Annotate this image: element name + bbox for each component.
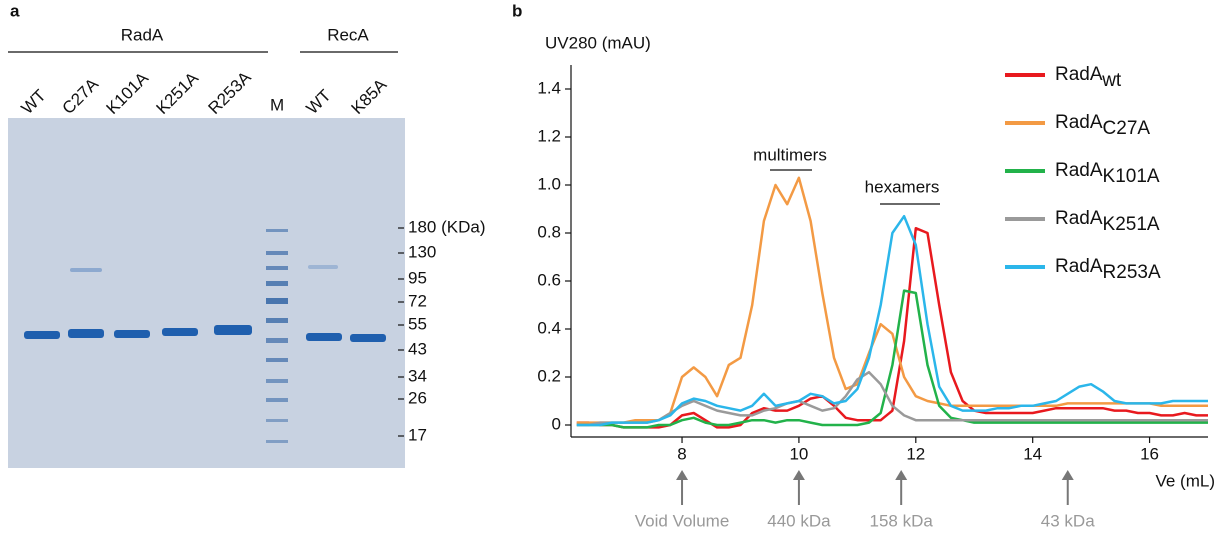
- x-tick-label: 12: [906, 444, 925, 463]
- marker-arrowhead: [676, 470, 688, 480]
- ladder-band: [266, 379, 288, 383]
- annotation: multimers: [753, 145, 827, 164]
- page: a RadA RecA WT C27A K101A K251A R253A M …: [0, 0, 1229, 537]
- marker-label: 440 kDa: [767, 511, 831, 530]
- lane-label: R253A: [205, 67, 256, 118]
- marker-label: 43: [408, 339, 427, 358]
- series-line: [577, 228, 1208, 427]
- lane-label: C27A: [59, 74, 103, 118]
- legend-label: RadAK101A: [1055, 160, 1160, 187]
- legend-subscript: K251A: [1103, 214, 1160, 235]
- marker-label: 55: [408, 314, 427, 333]
- lane-label: M: [270, 95, 284, 114]
- legend-subscript: K101A: [1103, 166, 1160, 187]
- y-tick-label: 0: [552, 414, 561, 433]
- panel-label: b: [512, 1, 522, 20]
- y-tick-label: 0.4: [537, 318, 561, 337]
- x-tick-label: 8: [677, 444, 686, 463]
- band: [114, 330, 150, 338]
- lane-label: K251A: [153, 68, 203, 118]
- legend-name: RadA: [1055, 256, 1103, 277]
- ladder-band: [266, 358, 288, 362]
- x-tick-label: 14: [1023, 444, 1042, 463]
- marker-label: 130: [408, 242, 436, 261]
- ladder-band: [266, 398, 288, 402]
- series-line: [577, 216, 1208, 425]
- x-tick-label: 10: [789, 444, 808, 463]
- marker-label: 34: [408, 366, 427, 385]
- marker-label: 95: [408, 268, 427, 287]
- ladder-band: [266, 266, 288, 270]
- legend-label: RadAR253A: [1055, 256, 1161, 283]
- legend-name: RadA: [1055, 208, 1103, 229]
- marker-label: Void Volume: [635, 511, 730, 530]
- band: [350, 334, 386, 342]
- band: [24, 331, 60, 339]
- lane-label: WT: [303, 86, 335, 118]
- ladder-band: [266, 281, 288, 286]
- lane-label: K101A: [103, 68, 153, 118]
- legend-name: RadA: [1055, 160, 1103, 181]
- y-tick-label: 0.2: [537, 366, 561, 385]
- y-tick-label: 1.2: [537, 126, 561, 145]
- ladder-band: [266, 251, 288, 255]
- ladder-band: [266, 318, 288, 323]
- marker-arrowhead: [895, 470, 907, 480]
- marker-labels: 180 (KDa) 130 95 72 55 43 34 26 17: [398, 217, 485, 444]
- band: [306, 333, 342, 341]
- y-tick-label: 0.8: [537, 222, 561, 241]
- legend-label: RadAC27A: [1055, 112, 1150, 139]
- marker-arrowhead: [793, 470, 805, 480]
- y-tick-label: 0.6: [537, 270, 561, 289]
- marker-label: 158 kDa: [870, 511, 934, 530]
- group-label: RecA: [327, 25, 369, 44]
- band: [308, 265, 338, 269]
- marker-label: 17: [408, 425, 427, 444]
- ladder-band: [266, 440, 288, 443]
- legend-subscript: C27A: [1103, 118, 1151, 139]
- legend-name: RadA: [1055, 112, 1103, 133]
- x-axis-title: Ve (mL): [1155, 471, 1215, 490]
- y-tick-label: 1.4: [537, 78, 561, 97]
- group-label: RadA: [121, 25, 164, 44]
- band: [162, 328, 198, 336]
- lane-label: K85A: [348, 75, 391, 118]
- y-tick-label: 1.0: [537, 174, 561, 193]
- legend-subscript: R253A: [1103, 262, 1161, 283]
- marker-label: 26: [408, 388, 427, 407]
- lane-labels: WT C27A K101A K251A R253A M WT K85A: [18, 67, 391, 118]
- band: [68, 329, 104, 338]
- band: [214, 325, 252, 335]
- y-axis-title: UV280 (mAU): [545, 33, 651, 52]
- lane-label: WT: [18, 86, 50, 118]
- ladder-band: [266, 298, 288, 304]
- band: [70, 268, 102, 272]
- annotation: hexamers: [865, 177, 940, 196]
- figure: a RadA RecA WT C27A K101A K251A R253A M …: [0, 0, 1229, 537]
- legend-subscript: wt: [1101, 70, 1122, 91]
- marker-label: 72: [408, 291, 427, 310]
- legend-name: RadA: [1055, 64, 1103, 85]
- legend-label: RadAwt: [1055, 64, 1122, 91]
- legend-label: RadAK251A: [1055, 208, 1160, 235]
- ladder-band: [266, 419, 288, 422]
- marker-arrowhead: [1062, 470, 1074, 480]
- marker-label: 180 (KDa): [408, 217, 485, 236]
- x-tick-label: 16: [1140, 444, 1159, 463]
- ladder-band: [266, 229, 288, 232]
- ladder-band: [266, 338, 288, 343]
- marker-label: 43 kDa: [1041, 511, 1095, 530]
- panel-label: a: [10, 1, 20, 20]
- gel: [8, 118, 405, 468]
